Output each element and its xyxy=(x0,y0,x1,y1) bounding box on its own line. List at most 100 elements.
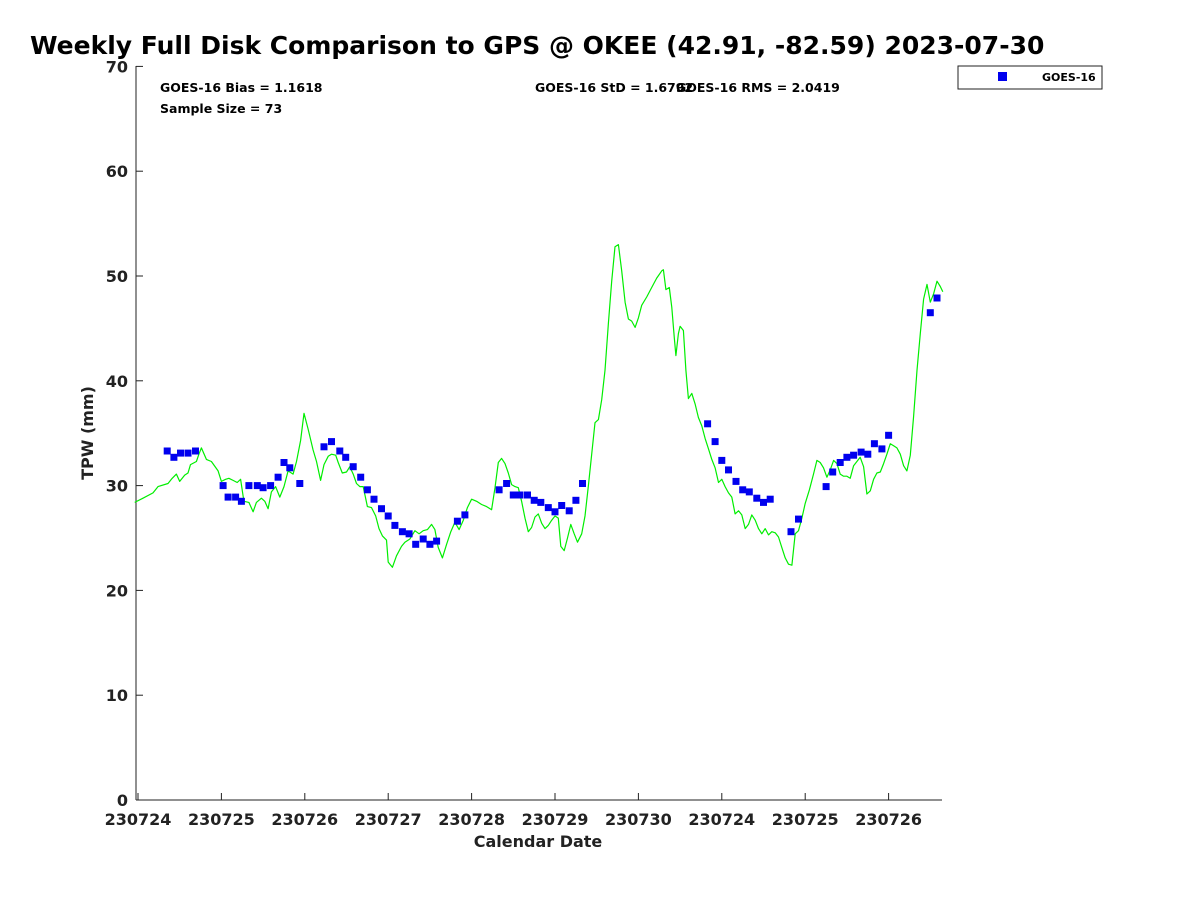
y-ticks: 0 10 20 30 40 50 60 70 xyxy=(106,57,143,810)
goes16-point xyxy=(349,463,357,471)
goes16-point xyxy=(342,453,350,461)
goes16-point xyxy=(495,486,503,494)
goes16-point xyxy=(163,447,171,455)
goes16-point xyxy=(398,528,406,536)
goes16-point xyxy=(219,482,227,490)
y-axis-label: TPW (mm) xyxy=(78,386,97,480)
goes16-point xyxy=(579,480,586,487)
goes16-point xyxy=(850,451,858,459)
goes16-point xyxy=(530,496,538,504)
gps-series-line xyxy=(134,244,944,568)
goes16-point xyxy=(232,493,240,501)
goes16-point xyxy=(370,495,378,503)
y-tick-label: 60 xyxy=(106,162,128,181)
goes16-point xyxy=(857,448,865,456)
goes16-point xyxy=(177,449,184,457)
goes16-point xyxy=(829,468,837,476)
goes16-point xyxy=(405,530,413,538)
goes16-point xyxy=(926,309,934,317)
y-tick-label: 50 xyxy=(106,267,128,286)
x-tick-label: 230729 xyxy=(522,810,589,829)
x-tick-label: 230730 xyxy=(605,810,672,829)
bias-stat: GOES-16 Bias = 1.1618 xyxy=(160,80,322,95)
legend-box xyxy=(957,65,1103,90)
y-tick-label: 10 xyxy=(106,686,128,705)
y-tick-label: 20 xyxy=(106,581,128,600)
goes16-point xyxy=(433,537,441,545)
goes16-point xyxy=(328,438,335,446)
goes16-point xyxy=(363,486,371,494)
x-tick-label: 230726 xyxy=(855,810,922,829)
legend: GOES-16 xyxy=(957,65,1103,90)
rms-stat: GOES-16 RMS = 2.0419 xyxy=(676,80,840,95)
goes16-point xyxy=(933,294,941,302)
x-tick-label: 230727 xyxy=(355,810,422,829)
goes16-point xyxy=(870,440,878,448)
plot-area: 0 10 20 30 40 50 60 70 230724 230725 230726 230727… xyxy=(105,57,944,829)
x-ticks: 230724 230725 230726 230727 230728 230729 2307… xyxy=(105,793,922,829)
goes16-point xyxy=(787,528,795,536)
y-tick-label: 0 xyxy=(117,791,128,810)
goes16-point xyxy=(544,504,552,512)
goes16-point xyxy=(843,453,851,461)
goes16-point xyxy=(378,505,385,513)
goes16-point xyxy=(704,420,712,428)
goes16-point xyxy=(753,494,761,502)
goes16-point xyxy=(419,535,427,543)
goes16-point xyxy=(725,466,732,474)
x-tick-label: 230726 xyxy=(271,810,338,829)
goes16-point xyxy=(384,512,392,520)
goes16-point xyxy=(426,540,434,548)
x-tick-label: 230728 xyxy=(438,810,505,829)
goes16-point xyxy=(864,450,872,458)
goes16-point xyxy=(509,491,517,499)
goes16-point xyxy=(885,431,893,439)
goes16-point xyxy=(516,491,524,499)
goes16-point xyxy=(224,493,232,501)
x-tick-label: 230725 xyxy=(772,810,839,829)
goes16-point xyxy=(170,453,178,461)
sample-size-stat: Sample Size = 73 xyxy=(160,101,282,116)
x-tick-label: 230724 xyxy=(688,810,755,829)
y-tick-label: 30 xyxy=(106,477,128,496)
goes16-point xyxy=(453,517,461,525)
goes16-point xyxy=(524,491,531,499)
goes16-point xyxy=(286,464,294,472)
goes16-point xyxy=(336,447,344,455)
goes16-point xyxy=(795,515,802,523)
std-stat: GOES-16 StD = 1.6792 xyxy=(535,80,693,95)
y-tick-label: 40 xyxy=(106,372,128,391)
goes16-point xyxy=(245,482,253,490)
goes16-point xyxy=(551,508,559,516)
goes16-point xyxy=(320,443,328,451)
goes16-point xyxy=(537,498,545,506)
goes16-point xyxy=(280,459,288,466)
goes16-point xyxy=(558,502,566,509)
x-tick-label: 230724 xyxy=(105,810,172,829)
goes16-point xyxy=(878,445,886,453)
goes16-point xyxy=(822,483,830,491)
goes16-point xyxy=(732,477,740,485)
goes16-point xyxy=(461,511,469,519)
goes16-point xyxy=(836,459,844,466)
goes16-point xyxy=(259,484,267,492)
goes16-point xyxy=(503,480,511,487)
goes16-point xyxy=(711,438,719,446)
legend-marker-goes16 xyxy=(998,72,1007,81)
series-layer xyxy=(134,244,944,568)
goes16-point xyxy=(267,482,275,490)
goes16-point xyxy=(184,449,192,457)
goes16-point xyxy=(253,482,261,490)
x-axis-label: Calendar Date xyxy=(474,832,603,851)
goes16-point xyxy=(274,473,282,481)
goes16-point xyxy=(412,540,420,548)
goes16-point xyxy=(296,480,304,487)
goes16-point xyxy=(760,498,767,506)
goes16-point xyxy=(572,496,580,504)
x-tick-label: 230725 xyxy=(188,810,255,829)
goes16-point xyxy=(745,488,753,496)
goes16-point xyxy=(718,456,726,464)
goes16-point xyxy=(739,486,747,494)
chart-title: Weekly Full Disk Comparison to GPS @ OKE… xyxy=(30,31,1044,60)
